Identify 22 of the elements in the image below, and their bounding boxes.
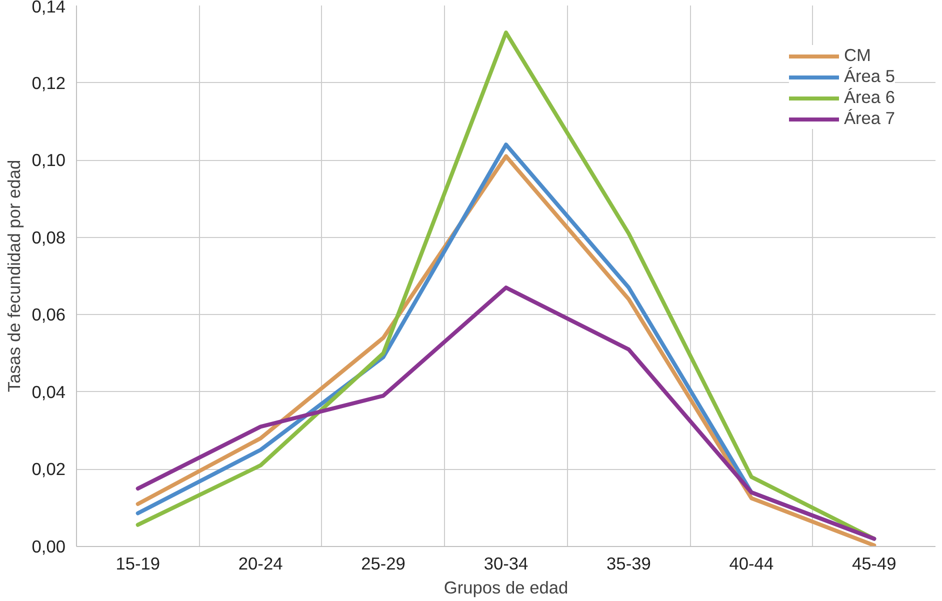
y-tick-label: 0,12 bbox=[32, 72, 66, 93]
x-tick-label: 15-19 bbox=[116, 554, 160, 574]
y-tick-label: 0,02 bbox=[32, 459, 66, 480]
legend-label: CM bbox=[844, 45, 871, 66]
legend-label: Área 5 bbox=[844, 66, 895, 87]
y-tick-label: 0,06 bbox=[32, 304, 66, 325]
y-tick-label: 0,14 bbox=[32, 0, 66, 16]
x-tick-label: 20-24 bbox=[238, 554, 284, 574]
x-tick-label: 45-49 bbox=[852, 554, 896, 574]
y-axis-title: Tasas de fecundidad por edad bbox=[4, 160, 24, 392]
line-series bbox=[136, 286, 876, 541]
x-tick-label: 30-34 bbox=[484, 554, 529, 574]
y-tick-label: 0,04 bbox=[32, 382, 66, 402]
y-tick-label: 0,10 bbox=[32, 150, 66, 170]
y-tick-label: 0,08 bbox=[32, 227, 66, 248]
x-tick-label: 25-29 bbox=[361, 554, 406, 574]
x-tick-label: 40-44 bbox=[729, 554, 774, 574]
y-tick-label: 0,00 bbox=[32, 536, 66, 556]
x-axis-title: Grupos de edad bbox=[444, 578, 568, 598]
x-tick-label: 35-39 bbox=[606, 554, 651, 574]
legend-label: Área 7 bbox=[844, 108, 895, 129]
legend-label: Área 6 bbox=[844, 87, 895, 108]
